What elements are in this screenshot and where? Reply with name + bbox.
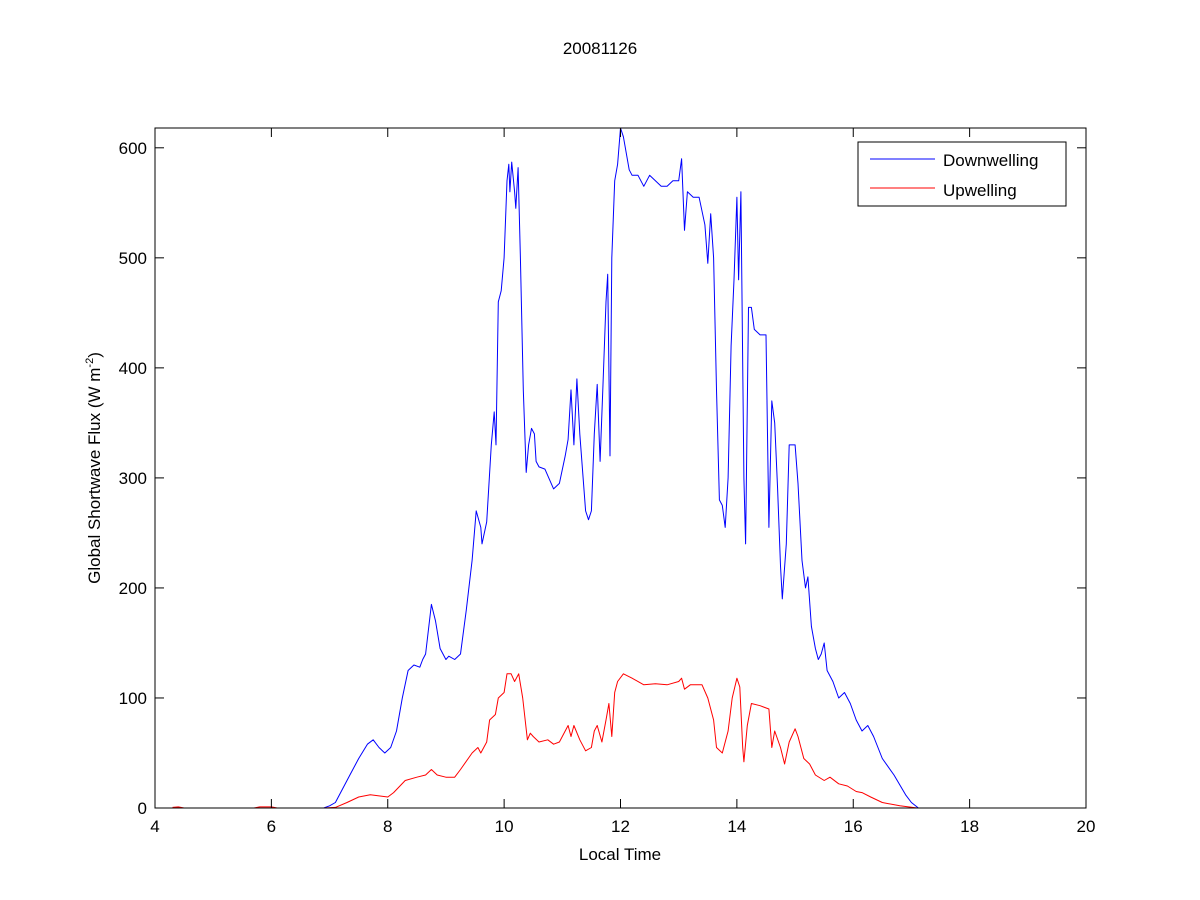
series-line-upwelling xyxy=(172,673,918,809)
legend: Downwelling Upwelling xyxy=(857,141,1067,207)
x-axis-label: Local Time xyxy=(579,845,661,864)
x-tick-label: 8 xyxy=(383,817,392,836)
y-axis-label-main: Global Shortwave Flux (W m xyxy=(85,368,104,584)
plot-area xyxy=(155,128,1086,808)
y-axis-label: Global Shortwave Flux (W m-2) xyxy=(84,352,104,584)
y-axis-label-sup: -2 xyxy=(84,358,96,368)
y-tick-label: 300 xyxy=(119,469,147,488)
y-tick-label: 400 xyxy=(119,359,147,378)
y-tick-label: 200 xyxy=(119,579,147,598)
legend-box xyxy=(857,141,1067,207)
legend-label-upwelling: Upwelling xyxy=(943,181,1017,200)
legend-label-downwelling: Downwelling xyxy=(943,151,1038,170)
x-tick-label: 4 xyxy=(150,817,159,836)
x-tick-label: 18 xyxy=(960,817,979,836)
series-layer xyxy=(172,127,919,809)
y-axis-label-end: ) xyxy=(85,352,104,358)
x-tick-label: 16 xyxy=(844,817,863,836)
x-tick-label: 14 xyxy=(727,817,746,836)
x-tick-label: 10 xyxy=(495,817,514,836)
x-tick-label: 20 xyxy=(1077,817,1096,836)
y-tick-label: 500 xyxy=(119,249,147,268)
y-tick-label: 600 xyxy=(119,139,147,158)
y-tick-label: 0 xyxy=(138,799,147,818)
y-tick-label: 100 xyxy=(119,689,147,708)
x-tick-label: 12 xyxy=(611,817,630,836)
series-line-downwelling xyxy=(323,127,919,809)
x-tick-label: 6 xyxy=(267,817,276,836)
chart-title: 20081126 xyxy=(563,39,637,58)
